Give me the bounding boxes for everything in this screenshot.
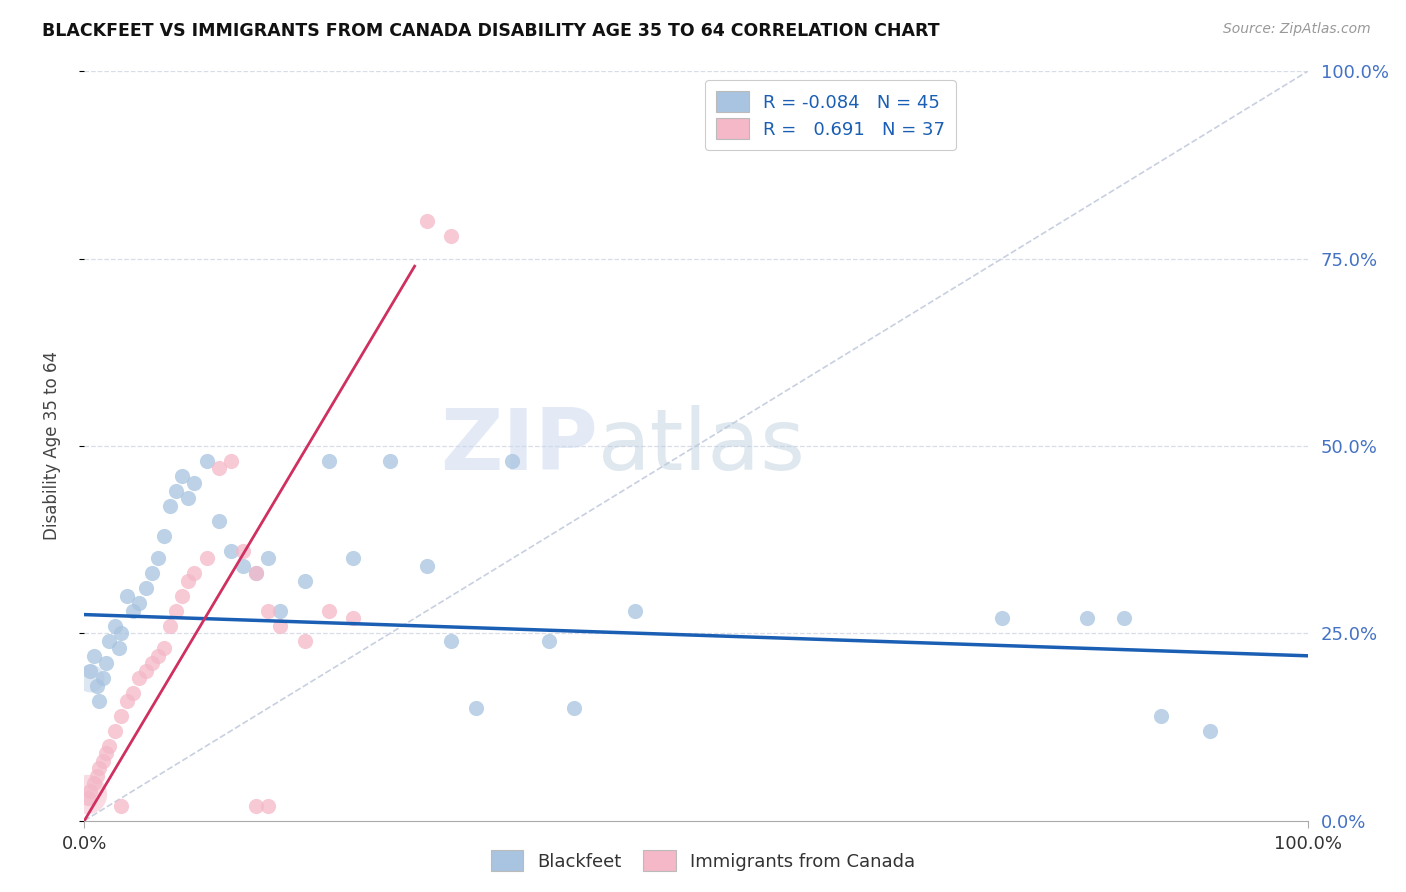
Point [1076, 611, 1098, 625]
Point [219, 544, 242, 558]
Point [624, 604, 647, 618]
Point [79, 664, 101, 678]
Point [141, 566, 163, 581]
Point [416, 214, 439, 228]
Legend: R = -0.084   N = 45, R =   0.691   N = 37: R = -0.084 N = 45, R = 0.691 N = 37 [706, 80, 956, 150]
Point [245, 798, 267, 813]
Legend: Blackfeet, Immigrants from Canada: Blackfeet, Immigrants from Canada [484, 843, 922, 879]
Point [177, 491, 200, 506]
Point [135, 582, 157, 596]
Point [110, 708, 132, 723]
Point [177, 574, 200, 588]
Point [76, 788, 98, 802]
Point [107, 641, 129, 656]
Point [440, 229, 463, 244]
Point [172, 589, 194, 603]
Point [183, 566, 205, 581]
Point [232, 544, 254, 558]
Point [195, 551, 218, 566]
Point [257, 798, 280, 813]
Point [342, 611, 364, 625]
Point [562, 701, 585, 715]
Point [416, 558, 439, 573]
Point [110, 626, 132, 640]
Text: atlas: atlas [598, 404, 806, 488]
Point [269, 604, 291, 618]
Point [153, 529, 176, 543]
Point [245, 566, 267, 581]
Point [79, 671, 101, 685]
Point [208, 461, 231, 475]
Point [86, 679, 108, 693]
Point [318, 604, 340, 618]
Point [91, 671, 114, 685]
Point [97, 633, 120, 648]
Point [122, 686, 145, 700]
Point [146, 648, 169, 663]
Point [128, 596, 150, 610]
Point [269, 619, 291, 633]
Point [86, 769, 108, 783]
Point [991, 611, 1014, 625]
Point [96, 657, 118, 671]
Point [122, 604, 145, 618]
Point [440, 633, 463, 648]
Point [165, 483, 187, 498]
Point [502, 454, 524, 468]
Point [208, 514, 231, 528]
Point [79, 783, 101, 797]
Point [128, 671, 150, 685]
Point [464, 701, 486, 715]
Point [104, 619, 127, 633]
Point [104, 723, 127, 738]
Point [87, 761, 110, 775]
Point [159, 619, 181, 633]
Point [245, 566, 267, 581]
Point [115, 589, 138, 603]
Point [83, 648, 105, 663]
Point [159, 499, 181, 513]
Point [153, 641, 176, 656]
Point [1114, 611, 1136, 625]
Text: Source: ZipAtlas.com: Source: ZipAtlas.com [1223, 22, 1371, 37]
Point [165, 604, 187, 618]
Point [257, 604, 280, 618]
Point [1150, 708, 1173, 723]
Point [77, 791, 100, 805]
Point [232, 558, 254, 573]
Text: ZIP: ZIP [440, 404, 598, 488]
Point [318, 454, 340, 468]
Point [1198, 723, 1220, 738]
Point [538, 633, 561, 648]
Point [146, 551, 169, 566]
Point [115, 694, 138, 708]
Point [87, 694, 110, 708]
Point [294, 574, 316, 588]
Point [195, 454, 218, 468]
Point [141, 657, 163, 671]
Point [135, 664, 157, 678]
Text: BLACKFEET VS IMMIGRANTS FROM CANADA DISABILITY AGE 35 TO 64 CORRELATION CHART: BLACKFEET VS IMMIGRANTS FROM CANADA DISA… [42, 22, 939, 40]
Point [110, 798, 132, 813]
Point [96, 746, 118, 760]
Point [219, 454, 242, 468]
Point [380, 454, 402, 468]
Point [172, 469, 194, 483]
Point [342, 551, 364, 566]
Point [97, 739, 120, 753]
Point [91, 754, 114, 768]
Point [83, 776, 105, 790]
Point [257, 551, 280, 566]
Point [183, 476, 205, 491]
Point [294, 633, 316, 648]
Y-axis label: Disability Age 35 to 64: Disability Age 35 to 64 [42, 351, 60, 541]
